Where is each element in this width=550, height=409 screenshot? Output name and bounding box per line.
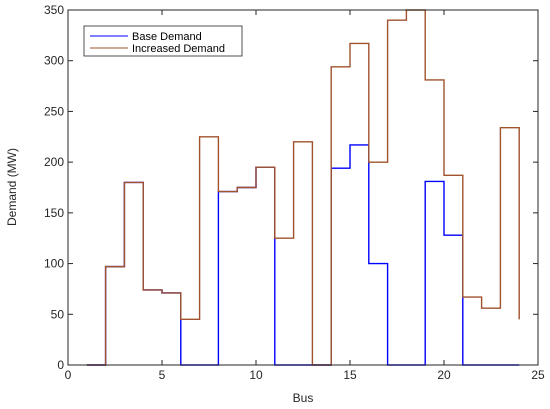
series-line-increased-demand — [86, 9, 520, 366]
y-tick-label: 50 — [51, 307, 65, 321]
y-axis-label: Demand (MW) — [5, 148, 19, 226]
x-tick-label: 10 — [249, 368, 263, 382]
legend-box — [83, 25, 243, 57]
x-tick-label: 20 — [437, 368, 451, 382]
plot-area — [68, 10, 538, 365]
y-tick-label: 150 — [44, 206, 64, 220]
y-tick-label: 100 — [44, 257, 64, 271]
y-tick-label: 300 — [44, 54, 64, 68]
x-axis-label: Bus — [293, 391, 314, 405]
legend-label-increased-demand: Increased Demand — [132, 43, 225, 55]
y-tick-label: 0 — [57, 358, 64, 372]
x-tick-label: 5 — [159, 368, 166, 382]
x-tick-label: 25 — [531, 368, 545, 382]
legend-label-base-demand: Base Demand — [132, 31, 202, 43]
x-tick-label: 15 — [343, 368, 357, 382]
legend: Base Demand Increased Demand — [83, 25, 243, 57]
y-tick-label: 200 — [44, 155, 64, 169]
plot-frame — [67, 9, 539, 366]
y-tick-label: 350 — [44, 3, 64, 17]
y-tick-label: 250 — [44, 104, 64, 118]
x-tick-label: 0 — [65, 368, 72, 382]
